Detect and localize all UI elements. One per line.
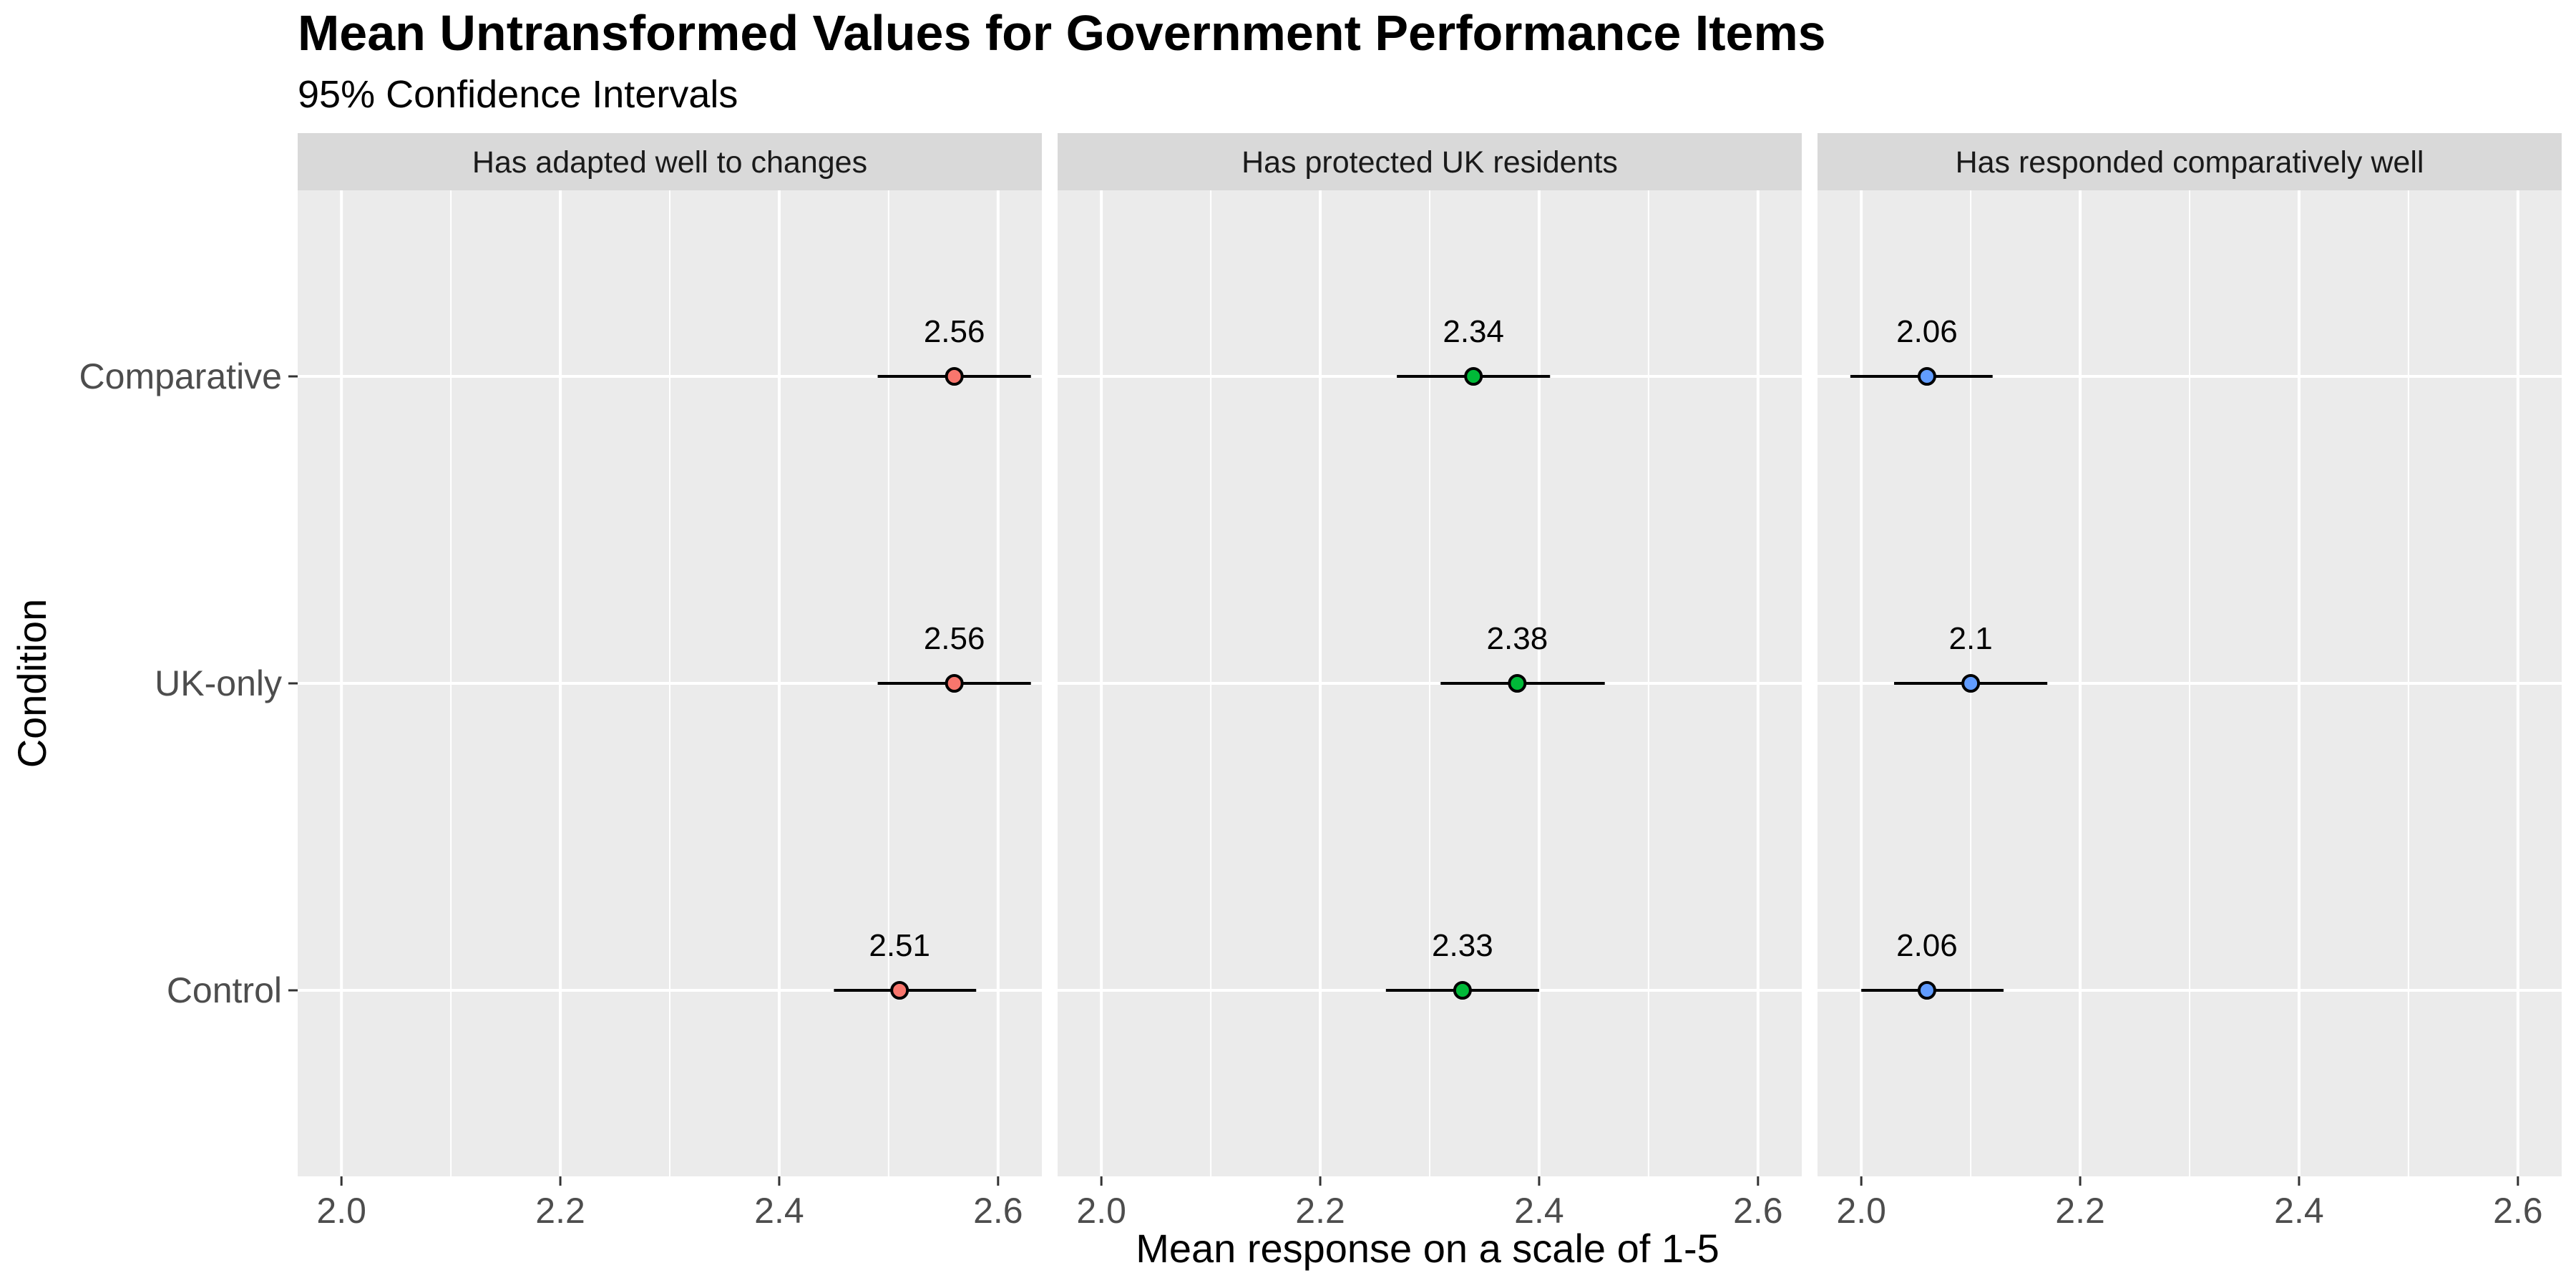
data-point (1453, 981, 1472, 1000)
data-point (1917, 367, 1936, 386)
data-label: 2.51 (869, 928, 930, 963)
data-point (1917, 981, 1936, 1000)
y-tick-label: UK-only (155, 663, 282, 703)
facet-strip (1058, 133, 1802, 190)
data-point (1961, 674, 1981, 693)
data-point (1464, 367, 1483, 386)
data-label: 2.56 (924, 621, 985, 656)
data-label: 2.06 (1896, 928, 1958, 963)
x-tick-label: 2.0 (316, 1191, 366, 1231)
x-tick-label: 2.0 (1836, 1191, 1886, 1231)
facet-strip (1818, 133, 2562, 190)
y-axis: Comparative UK-only Control (79, 356, 298, 1010)
x-tick-label: 2.4 (1514, 1191, 1564, 1231)
facet-strip-label: Has responded comparatively well (1956, 145, 2424, 180)
x-tick-label: 2.4 (754, 1191, 804, 1231)
facet-panels: Has adapted well to changes 2.0 2.2 2.4 2.6 2… (298, 133, 2562, 1231)
data-point (890, 981, 909, 1000)
x-tick-label: 2.4 (2274, 1191, 2324, 1231)
x-tick-label: 2.6 (973, 1191, 1023, 1231)
data-label: 2.38 (1487, 621, 1548, 656)
facet-strip-label: Has protected UK residents (1241, 145, 1618, 180)
data-label: 2.56 (924, 314, 985, 349)
y-tick-label: Control (167, 970, 282, 1010)
facet-panel: Has adapted well to changes 2.0 2.2 2.4 2.6 2… (298, 133, 1042, 1231)
x-tick-label: 2.2 (535, 1191, 585, 1231)
chart-subtitle: 95% Confidence Intervals (298, 73, 738, 116)
chart-title: Mean Untransformed Values for Government… (298, 5, 1826, 61)
y-tick-label: Comparative (79, 356, 282, 396)
x-tick-label: 2.0 (1076, 1191, 1126, 1231)
data-label: 2.1 (1949, 621, 1993, 656)
data-point (945, 367, 964, 386)
x-tick-label: 2.6 (1733, 1191, 1783, 1231)
facet-strip-label: Has adapted well to changes (472, 145, 867, 180)
data-label: 2.34 (1443, 314, 1504, 349)
data-label: 2.33 (1432, 928, 1493, 963)
x-tick-label: 2.2 (2055, 1191, 2105, 1231)
x-axis-title: Mean response on a scale of 1-5 (1136, 1226, 1719, 1271)
facet-strip (298, 133, 1042, 190)
facet-panel: Has responded comparatively well 2.0 2.2 2.… (1818, 133, 2562, 1231)
x-tick-label: 2.6 (2493, 1191, 2543, 1231)
y-axis-title: Condition (9, 599, 54, 769)
data-label: 2.06 (1896, 314, 1958, 349)
data-point (1508, 674, 1527, 693)
facet-panel: Has protected UK residents 2.0 2.2 2.4 2.6 2.… (1058, 133, 1802, 1231)
data-point (945, 674, 964, 693)
x-tick-label: 2.2 (1295, 1191, 1345, 1231)
